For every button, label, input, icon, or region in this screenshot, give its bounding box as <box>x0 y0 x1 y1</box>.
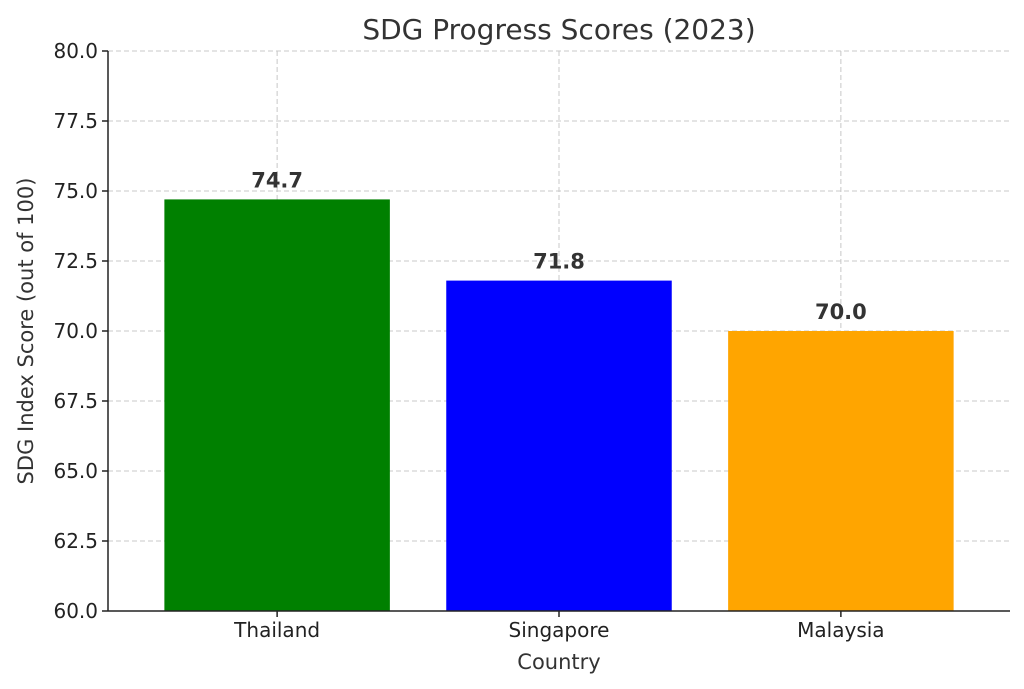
y-tick-label: 65.0 <box>53 459 98 483</box>
y-tick-label: 80.0 <box>53 39 98 63</box>
y-axis-label: SDG Index Score (out of 100) <box>14 178 38 485</box>
data-label: 71.8 <box>533 250 585 274</box>
y-tick-label: 77.5 <box>53 109 98 133</box>
x-axis-label: Country <box>517 650 600 674</box>
y-tick-label: 75.0 <box>53 179 98 203</box>
bar-malaysia <box>728 331 954 611</box>
y-tick-label: 67.5 <box>53 389 98 413</box>
bar-thailand <box>164 199 390 611</box>
chart-title: SDG Progress Scores (2023) <box>362 13 755 46</box>
y-tick-label: 60.0 <box>53 599 98 623</box>
x-tick-label: Malaysia <box>797 618 884 642</box>
y-tick-label: 72.5 <box>53 249 98 273</box>
x-tick-label: Singapore <box>509 618 610 642</box>
bar-singapore <box>446 280 672 611</box>
data-label: 74.7 <box>251 168 303 192</box>
data-label: 70.0 <box>815 300 867 324</box>
y-tick-label: 62.5 <box>53 529 98 553</box>
y-tick-label: 70.0 <box>53 319 98 343</box>
x-tick-label: Thailand <box>233 618 320 642</box>
